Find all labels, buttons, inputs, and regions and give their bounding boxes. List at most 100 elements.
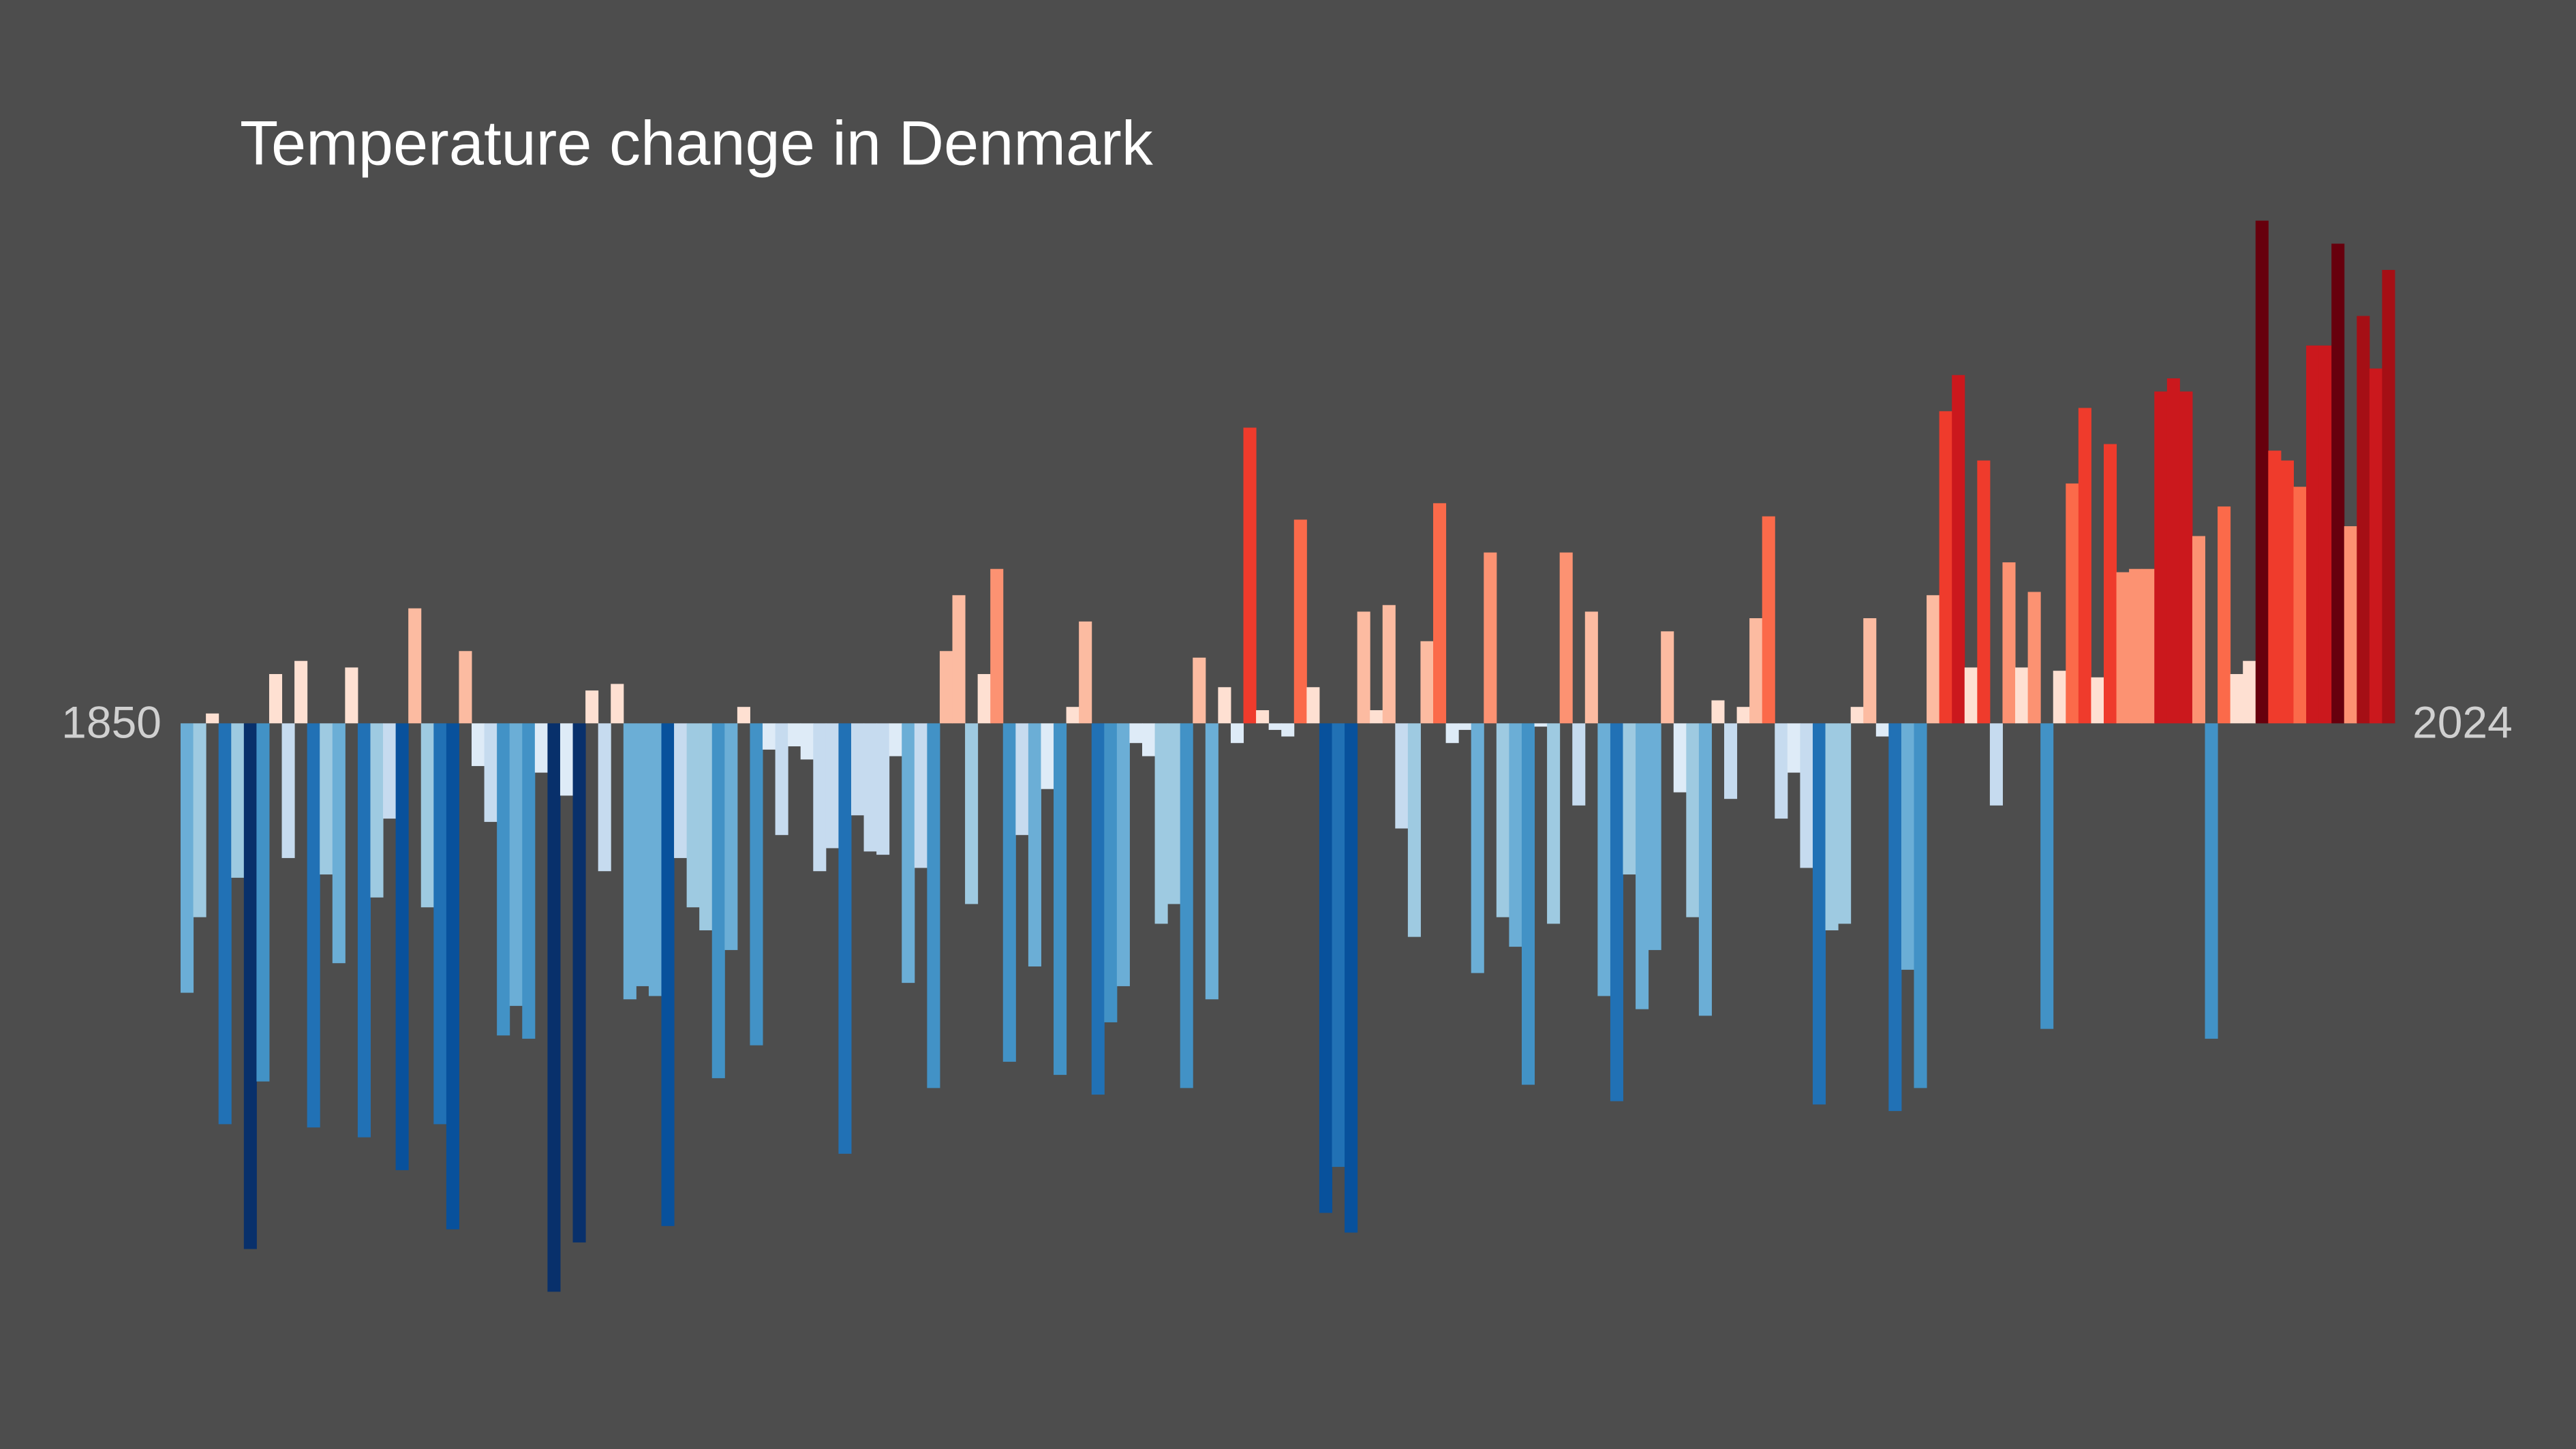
bar: [1357, 611, 1370, 724]
bar: [1521, 723, 1535, 1085]
bar: [1345, 723, 1358, 1233]
bar: [357, 723, 371, 1138]
bar: [446, 723, 459, 1230]
bar: [1775, 723, 1788, 819]
bar: [1243, 427, 1257, 724]
bar: [1281, 723, 1295, 737]
bar: [1838, 723, 1852, 924]
x-tick-label: 1850: [61, 697, 162, 748]
bar: [1559, 552, 1573, 724]
bar: [218, 723, 232, 1125]
bar: [307, 723, 320, 1128]
bar: [269, 673, 283, 724]
bar: [927, 723, 940, 1088]
bar: [1370, 710, 1383, 724]
bar: [977, 673, 991, 724]
bar: [1572, 723, 1586, 806]
bar: [1673, 723, 1687, 793]
bar: [1597, 723, 1611, 996]
bar: [433, 723, 447, 1125]
bar: [2078, 408, 2091, 724]
bar: [1648, 723, 1661, 950]
bar: [1218, 687, 1231, 724]
x-tick-label: 2024: [2412, 697, 2513, 748]
bar: [914, 723, 927, 868]
bar: [2066, 483, 2079, 724]
bar: [1293, 519, 1307, 724]
bar: [763, 723, 776, 750]
bar: [559, 723, 574, 796]
bar: [1509, 723, 1522, 947]
bar: [1079, 621, 1092, 724]
bar: [1066, 707, 1079, 724]
bar: [1471, 723, 1484, 973]
bar: [699, 723, 713, 930]
bar: [332, 723, 346, 964]
bar: [1395, 723, 1409, 829]
bar: [636, 723, 649, 986]
bar: [420, 723, 434, 908]
bar: [1534, 723, 1548, 727]
bar: [1547, 723, 1561, 924]
bar: [509, 723, 523, 1006]
bar: [497, 723, 510, 1036]
bar: [674, 723, 688, 858]
bar: [800, 723, 814, 760]
bar: [522, 723, 536, 1039]
bar: [598, 723, 611, 872]
bar: [534, 723, 548, 773]
bar: [1927, 595, 1940, 724]
bar: [1382, 605, 1396, 724]
bar: [1054, 723, 1067, 1076]
bar: [320, 723, 333, 875]
bar: [1129, 723, 1143, 744]
bar: [1104, 723, 1118, 1022]
bar: [1256, 710, 1270, 724]
bar: [243, 723, 257, 1249]
bar: [788, 723, 801, 747]
bar: [2166, 378, 2180, 724]
bar: [2306, 345, 2320, 724]
bar: [2103, 444, 2117, 724]
bar: [1584, 611, 1598, 724]
bar: [850, 723, 865, 816]
bar: [1901, 723, 1915, 970]
bar: [1636, 723, 1649, 1009]
bar: [1952, 375, 1965, 724]
bar: [1484, 552, 1497, 724]
bar: [1888, 723, 1902, 1112]
bar: [1736, 707, 1750, 724]
bar: [1686, 723, 1700, 917]
bar: [256, 723, 270, 1082]
bar: [1116, 723, 1130, 986]
bar: [1800, 723, 1813, 868]
bar: [2116, 572, 2130, 724]
bar: [1332, 723, 1345, 1168]
bar: [2129, 568, 2143, 724]
chart-title: Temperature change in Denmark: [240, 108, 1154, 178]
bar: [472, 723, 485, 766]
bar: [484, 723, 497, 822]
bar: [1407, 723, 1421, 937]
bar: [1623, 723, 1636, 875]
bar: [1724, 723, 1738, 799]
bar: [294, 660, 308, 724]
bar: [1433, 503, 1447, 724]
bar: [1977, 460, 1991, 724]
bar: [1230, 723, 1244, 744]
bar: [193, 723, 206, 917]
bar: [813, 723, 827, 872]
bar: [2230, 673, 2243, 724]
bar: [459, 651, 472, 724]
bar: [750, 723, 763, 1046]
bar: [876, 723, 890, 855]
bar: [345, 667, 358, 724]
bar: [1850, 707, 1864, 724]
bar: [648, 723, 662, 996]
bar: [1167, 723, 1181, 904]
bar: [2382, 270, 2395, 724]
bar: [2141, 568, 2155, 724]
bar: [1762, 516, 1775, 724]
